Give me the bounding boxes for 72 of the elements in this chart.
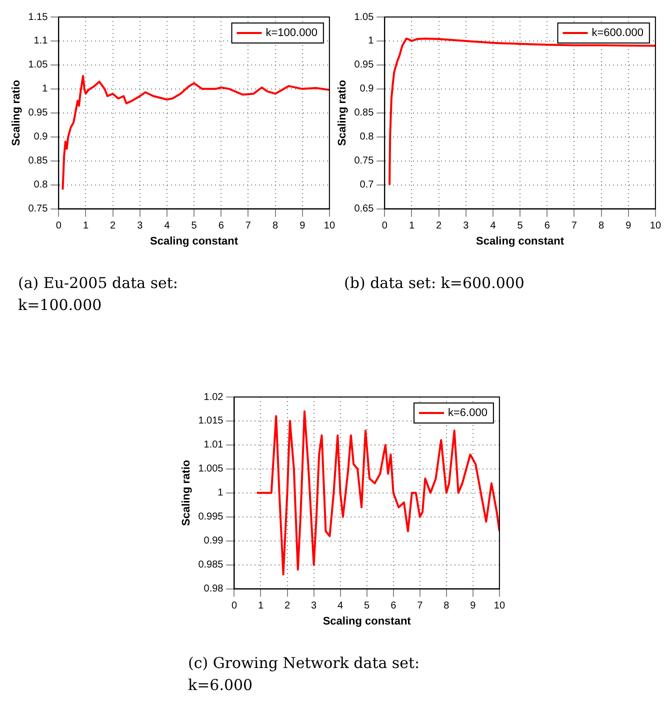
x-tick-label: 7 — [417, 600, 424, 612]
y-tick-label: 1.1 — [34, 36, 48, 47]
x-tick-label: 0 — [56, 220, 62, 232]
legend-label: k=6.000 — [448, 407, 488, 420]
x-tick-label: 9 — [626, 220, 632, 232]
x-tick-label: 4 — [338, 600, 344, 612]
x-tick-label: 6 — [218, 220, 224, 232]
x-tick-label: 7 — [245, 220, 252, 232]
y-tick-label: 0.95 — [354, 60, 374, 71]
x-tick-label: 1 — [408, 220, 415, 232]
x-tick-label: 2 — [284, 600, 290, 612]
y-tick-label: 0.7 — [360, 180, 374, 191]
y-axis-title: Scaling ratio — [180, 460, 193, 526]
y-tick-label: 0.985 — [198, 560, 224, 571]
y-tick-label: 0.8 — [360, 132, 374, 143]
x-tick-label: 1 — [258, 600, 264, 612]
x-tick-label: 0 — [382, 220, 388, 232]
y-tick-label: 0.9 — [34, 132, 48, 143]
x-tick-label: 10 — [324, 220, 336, 232]
y-tick-label: 0.8 — [34, 180, 48, 191]
x-tick-label: 2 — [436, 220, 442, 232]
x-tick-label: 1 — [82, 220, 89, 232]
x-tick-label: 5 — [191, 220, 198, 232]
y-tick-label: 1.15 — [28, 12, 48, 23]
y-tick-label: 1.05 — [28, 60, 48, 71]
x-tick-label: 6 — [390, 600, 397, 612]
y-tick-label: 0.9 — [360, 84, 374, 95]
y-tick-label: 0.95 — [28, 108, 48, 119]
y-tick-label: 1 — [42, 84, 48, 95]
y-tick-label: 0.99 — [204, 536, 224, 547]
x-tick-label: 0 — [231, 600, 238, 612]
y-tick-label: 1.05 — [354, 12, 374, 23]
x-tick-label: 3 — [463, 220, 470, 232]
x-tick-label: 9 — [470, 600, 476, 612]
x-tick-label: 9 — [300, 220, 306, 232]
x-tick-label: 4 — [490, 220, 496, 232]
x-tick-label: 10 — [494, 600, 506, 612]
y-tick-label: 1.005 — [198, 464, 224, 475]
text: (b) data set: k=600.000 — [344, 273, 526, 294]
x-tick-label: 5 — [364, 600, 370, 612]
y-tick-label: 1.02 — [204, 392, 224, 403]
x-tick-label: 7 — [571, 220, 578, 232]
y-tick-label: 1.015 — [198, 416, 224, 427]
text: (a) Eu-2005 data set: k=100.000 — [18, 273, 179, 316]
y-axis-title: Scaling ratio — [10, 80, 23, 146]
x-tick-label: 8 — [272, 220, 278, 232]
y-tick-label: 1 — [218, 488, 224, 499]
x-tick-label: 8 — [444, 600, 450, 612]
legend-label: k=600.000 — [592, 27, 644, 40]
x-tick-label: 4 — [164, 220, 170, 232]
x-tick-label: 6 — [544, 220, 550, 232]
x-tick-label: 2 — [110, 220, 116, 232]
legend-label: k=100.000 — [266, 27, 318, 40]
y-tick-label: 0.85 — [28, 156, 48, 167]
x-tick-label: 3 — [137, 220, 144, 232]
y-tick-label: 1 — [368, 36, 374, 47]
text: (c) Growing Network data set: k=6.000 — [188, 653, 421, 696]
y-tick-label: 0.98 — [204, 584, 224, 595]
y-tick-label: 0.995 — [198, 512, 224, 523]
y-tick-label: 0.85 — [354, 108, 374, 119]
y-tick-label: 0.65 — [354, 204, 374, 215]
x-tick-label: 5 — [517, 220, 524, 232]
y-axis-title: Scaling ratio — [336, 80, 349, 146]
y-tick-label: 1.01 — [204, 440, 224, 451]
y-tick-label: 0.75 — [28, 204, 48, 215]
x-tick-label: 3 — [311, 600, 318, 612]
x-axis-title: Scaling constant — [322, 615, 412, 628]
x-axis-title: Scaling constant — [476, 235, 564, 248]
y-tick-label: 0.75 — [354, 156, 374, 167]
x-tick-label: 8 — [598, 220, 604, 232]
x-tick-label: 10 — [650, 220, 662, 232]
x-axis-title: Scaling constant — [150, 235, 238, 248]
